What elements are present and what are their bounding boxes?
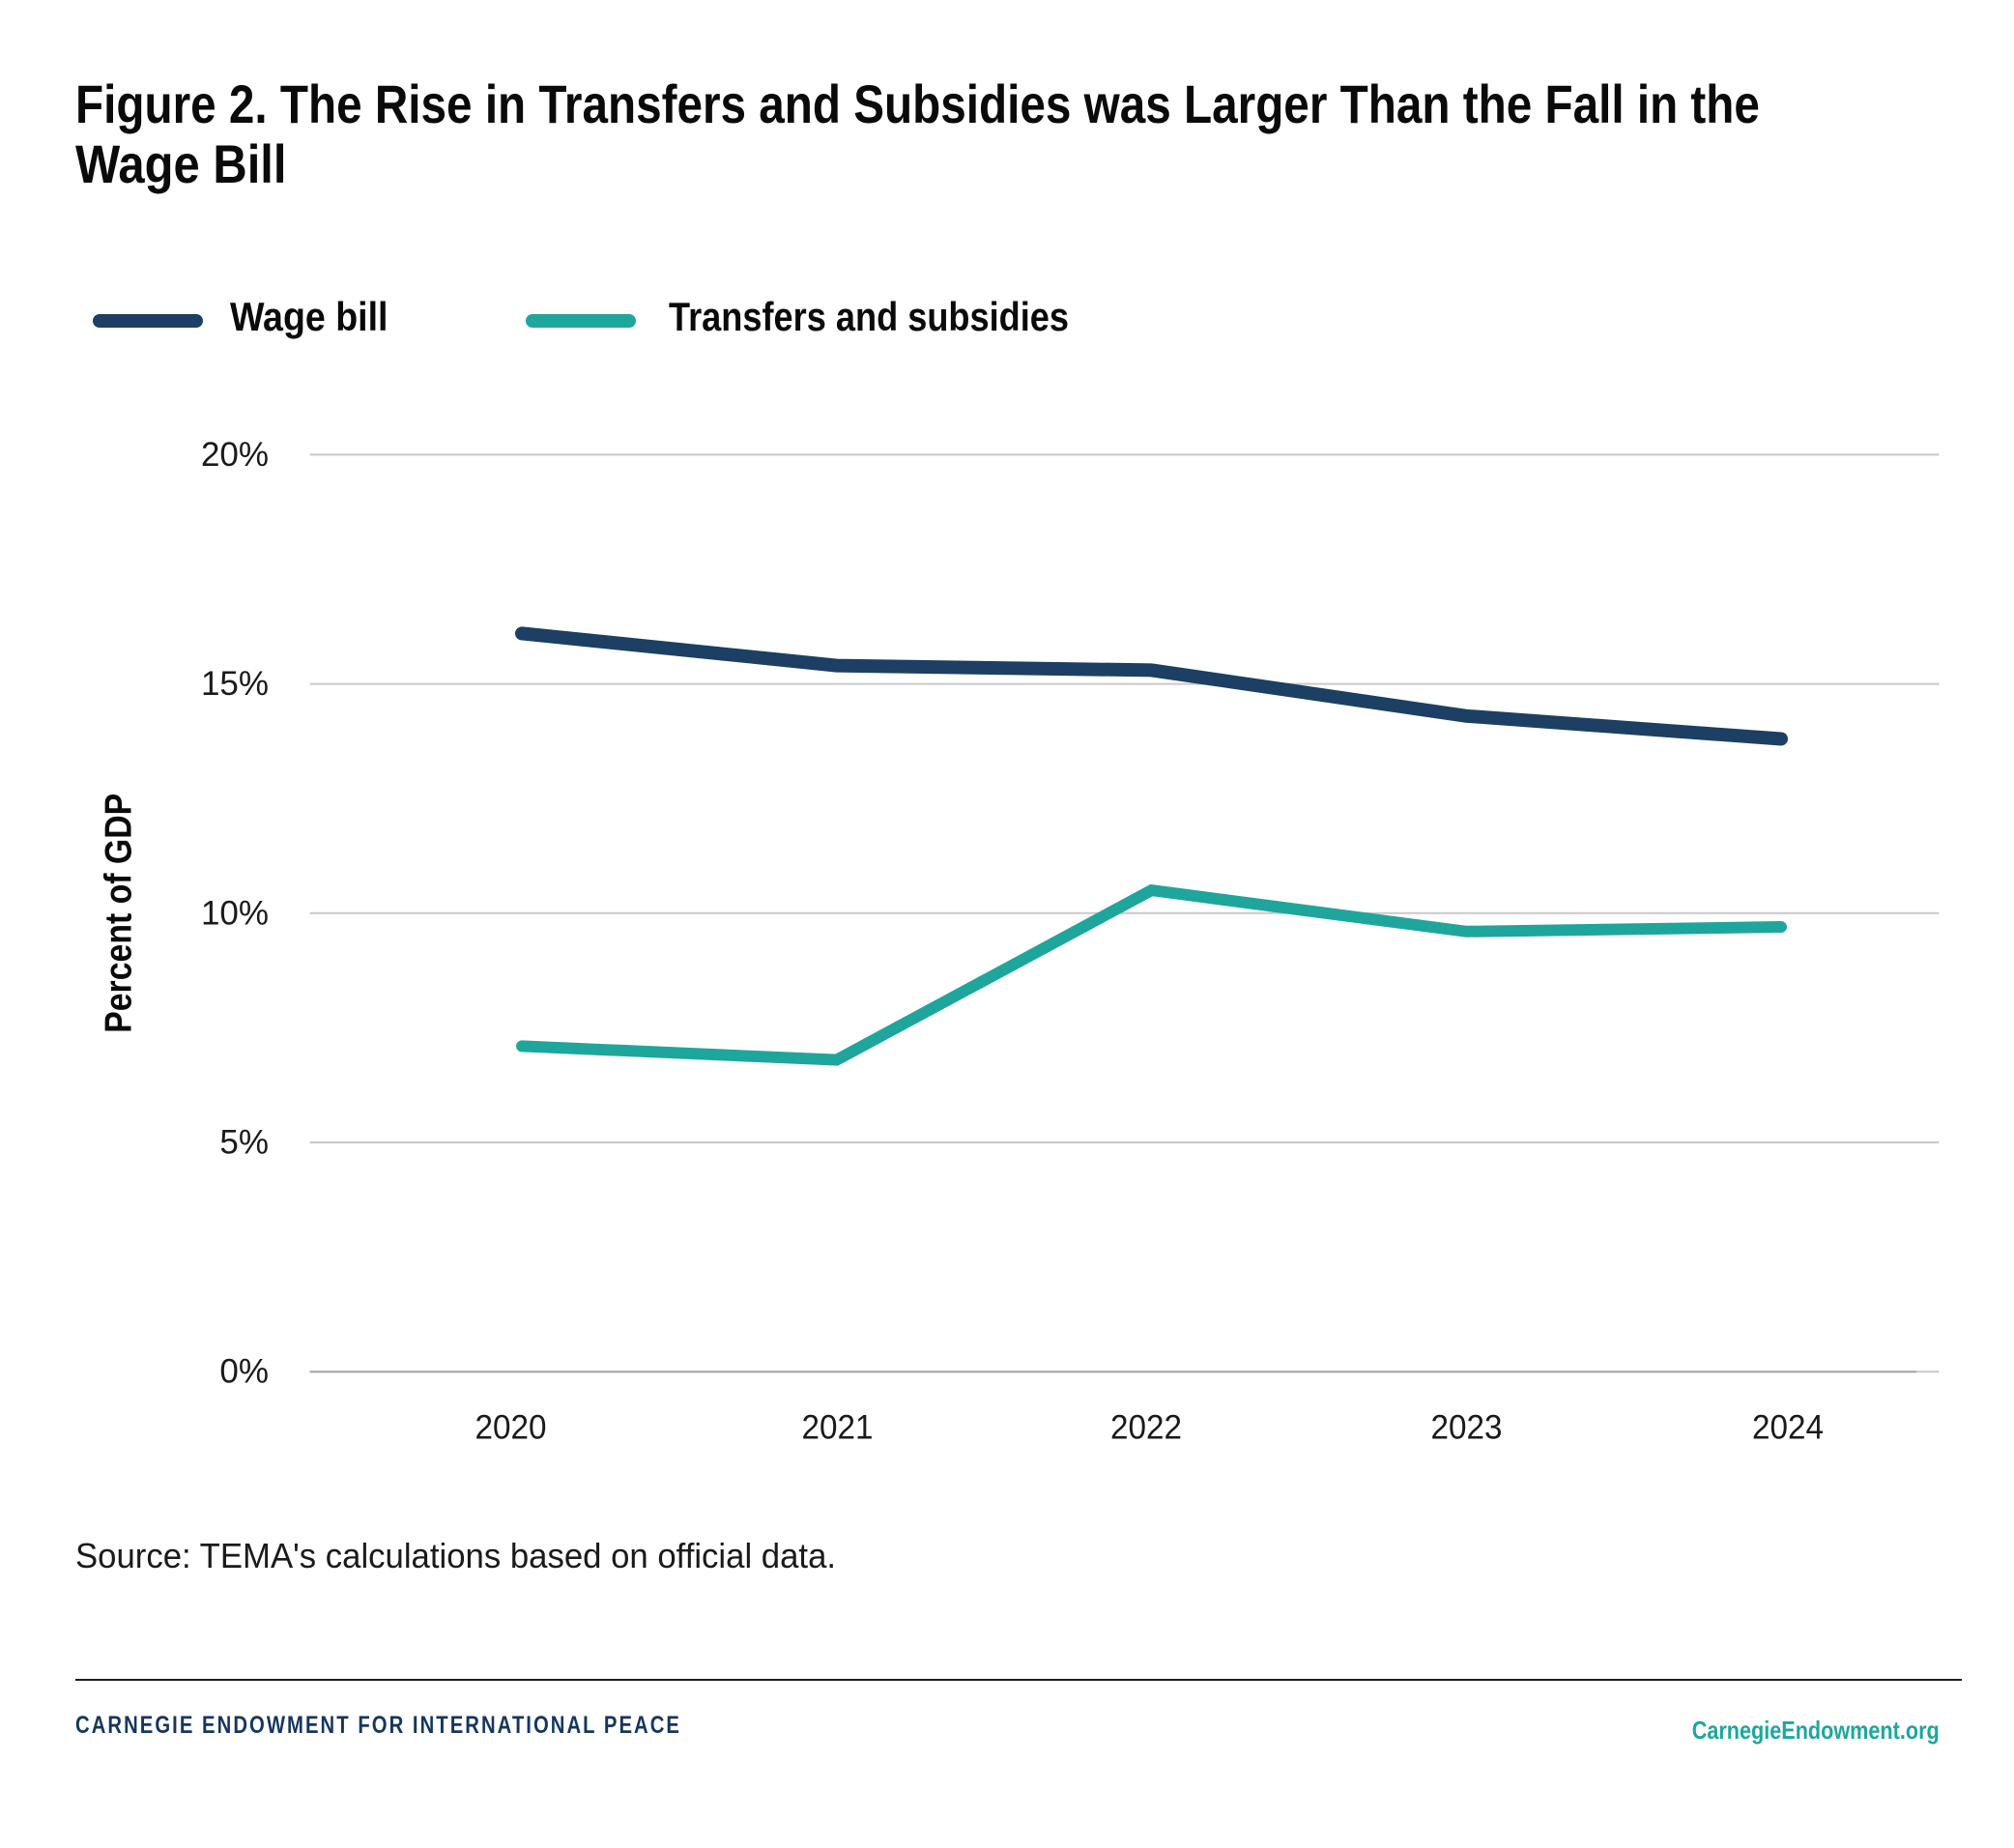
figure-title-line-1: Figure 2. The Rise in Transfers and Subs… xyxy=(75,73,1760,134)
x-tick-label-2022: 2022 xyxy=(1110,1408,1182,1446)
x-tick-label-2023: 2023 xyxy=(1431,1408,1503,1446)
footer-website-link[interactable]: CarnegieEndowment.org xyxy=(1691,1716,1940,1745)
figure-title: Figure 2. The Rise in Transfers and Subs… xyxy=(75,74,2014,194)
y-tick-label-5: 5% xyxy=(219,1124,269,1162)
y-tick-label-10: 10% xyxy=(201,894,269,932)
legend-label-wage-bill: Wage bill xyxy=(230,294,388,340)
footer-divider xyxy=(75,1679,1962,1681)
y-tick-label-0: 0% xyxy=(219,1353,269,1391)
figure-title-line-2: Wage Bill xyxy=(75,133,287,194)
footer-org-name: CARNEGIE ENDOWMENT FOR INTERNATIONAL PEA… xyxy=(75,1712,681,1739)
x-tick-label-2020: 2020 xyxy=(475,1408,547,1446)
source-note: Source: TEMA's calculations based on off… xyxy=(75,1536,837,1575)
data-line-wage-bill xyxy=(515,626,1788,746)
legend-swatch-wage-bill xyxy=(93,313,203,328)
legend-swatch-transfers xyxy=(526,313,636,328)
legend-label-transfers: Transfers and subsidies xyxy=(669,294,1070,340)
y-axis-title: Percent of GDP xyxy=(99,794,140,1033)
x-tick-label-2024: 2024 xyxy=(1752,1408,1824,1446)
y-tick-label-20: 20% xyxy=(201,436,269,474)
data-line-transfers xyxy=(516,883,1787,1066)
x-tick-label-2021: 2021 xyxy=(802,1408,874,1446)
y-tick-label-15: 15% xyxy=(201,665,269,703)
